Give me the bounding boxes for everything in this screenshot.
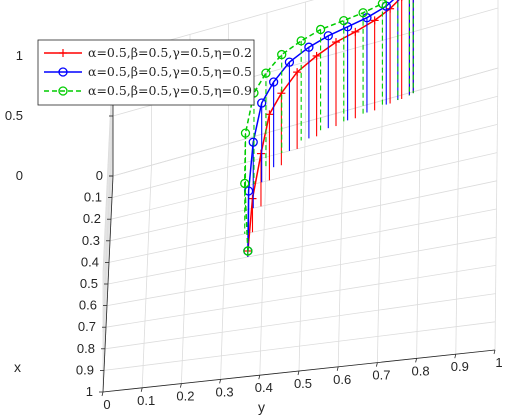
legend-label: α=0.5,β=0.5,γ=0.5,η=0.2 (88, 45, 252, 60)
data-point (248, 194, 257, 203)
z-tick-label: 1 (16, 48, 23, 63)
data-point (256, 149, 265, 158)
series-curve (247, 0, 395, 252)
data-point (261, 68, 271, 78)
legend: α=0.5,β=0.5,γ=0.5,η=0.2 α=0.5,β=0.5,γ=0.5… (37, 39, 255, 106)
y-tick-mark (140, 387, 143, 392)
floor-grid-line (494, 67, 499, 351)
legend-marker (58, 67, 68, 77)
y-tick-label: 0.3 (216, 384, 234, 399)
data-point (240, 178, 250, 189)
x-tick-label: 0.7 (78, 319, 96, 334)
data-point (248, 137, 258, 147)
series-curve (243, 0, 390, 252)
tick-labels: 00.10.20.30.40.50.60.70.80.910 0.1 0.2 0.3 0… (5, 48, 503, 412)
floor-grid-line (416, 89, 422, 359)
plot-series (240, 0, 414, 257)
legend-label: α=0.5,β=0.5,γ=0.5,η=0.9 (88, 83, 252, 98)
data-point (243, 246, 253, 256)
y-tick-label: 0.8 (412, 363, 430, 378)
x-tick-label: 0 (96, 168, 103, 183)
y-tick-label: 0 (103, 397, 110, 412)
data-point (268, 77, 279, 87)
legend-label: α=0.5,β=0.5,γ=0.5,η=0.5 (88, 64, 252, 79)
x-tick-label: 0.1 (84, 190, 102, 205)
x-tick-label: 0.4 (81, 254, 99, 269)
y-axis-label: y (258, 399, 265, 415)
x-tick-label: 0.6 (79, 298, 97, 313)
legend-marker (58, 86, 68, 96)
data-point (240, 128, 251, 138)
data-point (332, 38, 341, 47)
y-tick-label: 0.9 (451, 359, 469, 374)
y-tick-mark (180, 383, 182, 388)
y-tick-label: 0.6 (333, 372, 351, 387)
wall-grid-line (112, 0, 315, 57)
series-curve (247, 0, 400, 252)
y-tick-mark (415, 358, 417, 363)
floor-grid-line (298, 121, 306, 372)
data-point (351, 27, 360, 36)
x-tick-label: 0.2 (83, 211, 101, 226)
data-point (257, 98, 267, 108)
floor-grid-line (337, 111, 345, 367)
legend-marker (59, 49, 67, 57)
data-point (315, 24, 326, 35)
x-tick-label: 0.3 (82, 233, 100, 248)
data-point (277, 49, 287, 60)
floor-grid-line (259, 132, 268, 376)
data-point (293, 68, 302, 77)
x-tick-label: 0.8 (77, 341, 95, 356)
floor-grid-line (141, 165, 152, 388)
y-tick-label: 0.2 (176, 389, 194, 404)
y-tick-mark (336, 366, 339, 371)
x-tick-label: 0.9 (76, 362, 94, 377)
z-tick-label: 0.5 (5, 108, 23, 123)
y-tick-mark (101, 391, 104, 397)
y-tick-mark (493, 349, 496, 355)
floor-grid-line (455, 78, 460, 355)
data-point (265, 110, 274, 119)
floor-grid-line (377, 100, 383, 363)
x-axis-label: x (14, 359, 21, 375)
y-tick-mark (219, 379, 221, 384)
wall-grid-line (112, 67, 499, 177)
data-point (312, 51, 321, 60)
x-tick-label: 0.5 (80, 276, 98, 291)
wall-grid-line (102, 115, 114, 333)
data-point (377, 0, 388, 9)
y-tick-mark (297, 370, 300, 376)
legend-entry: α=0.5,β=0.5,γ=0.5,η=0.5 (44, 64, 252, 79)
z-tick-label: 0 (16, 168, 23, 183)
y-tick-label: 0.5 (294, 376, 312, 391)
y-tick-mark (376, 362, 378, 367)
data-point (358, 8, 368, 18)
y-tick-label: 0.4 (255, 380, 273, 395)
y-tick-label: 0.1 (137, 393, 155, 408)
y-tick-label: 1 (495, 355, 502, 370)
series-3 (240, 0, 414, 257)
data-point (304, 42, 314, 52)
floor-grid-line (181, 154, 191, 384)
data-point (323, 31, 333, 41)
y-tick-label: 0.7 (372, 368, 390, 383)
data-point (296, 36, 306, 46)
legend-entry: α=0.5,β=0.5,γ=0.5,η=0.2 (44, 45, 252, 60)
floor-grid-line (220, 143, 229, 380)
data-point (370, 16, 379, 25)
legend-entry: α=0.5,β=0.5,γ=0.5,η=0.9 (44, 83, 252, 98)
data-point (284, 57, 295, 67)
y-tick-mark (258, 375, 261, 380)
x-tick-label: 1 (86, 384, 93, 399)
axes (99, 55, 496, 397)
data-point (339, 15, 349, 26)
y-tick-mark (454, 354, 457, 359)
